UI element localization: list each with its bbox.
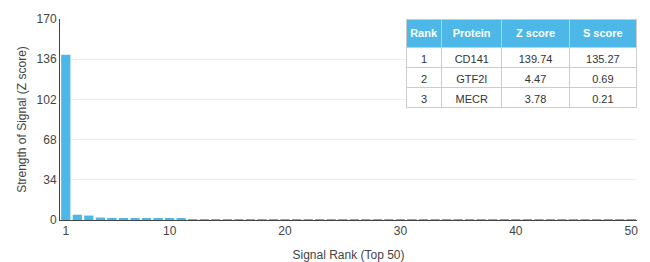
svg-text:GTF2I: GTF2I [456, 73, 487, 85]
svg-text:Z score: Z score [516, 27, 555, 39]
svg-text:0.69: 0.69 [592, 73, 613, 85]
svg-text:139.74: 139.74 [519, 53, 553, 65]
svg-text:1: 1 [62, 224, 69, 238]
svg-text:CD141: CD141 [455, 53, 489, 65]
svg-text:0: 0 [50, 213, 57, 227]
svg-text:170: 170 [37, 12, 57, 26]
svg-text:Strength of Signal (Z score): Strength of Signal (Z score) [15, 46, 29, 193]
svg-text:40: 40 [509, 224, 523, 238]
svg-text:Protein: Protein [453, 27, 491, 39]
svg-text:2: 2 [421, 73, 427, 85]
svg-text:4.47: 4.47 [525, 73, 546, 85]
svg-text:10: 10 [163, 224, 177, 238]
svg-text:3.78: 3.78 [525, 93, 546, 105]
svg-text:20: 20 [278, 224, 292, 238]
svg-text:Signal Rank (Top 50): Signal Rank (Top 50) [292, 248, 404, 262]
svg-text:50: 50 [625, 224, 639, 238]
svg-text:136: 136 [37, 52, 57, 66]
svg-text:135.27: 135.27 [586, 53, 620, 65]
svg-text:102: 102 [37, 93, 57, 107]
svg-text:MECR: MECR [456, 93, 488, 105]
svg-text:30: 30 [394, 224, 408, 238]
svg-text:3: 3 [421, 93, 427, 105]
svg-text:Rank: Rank [410, 27, 438, 39]
svg-text:S score: S score [583, 27, 623, 39]
svg-text:1: 1 [421, 53, 427, 65]
svg-text:0.21: 0.21 [592, 93, 613, 105]
svg-text:68: 68 [43, 133, 57, 147]
svg-text:34: 34 [43, 173, 57, 187]
